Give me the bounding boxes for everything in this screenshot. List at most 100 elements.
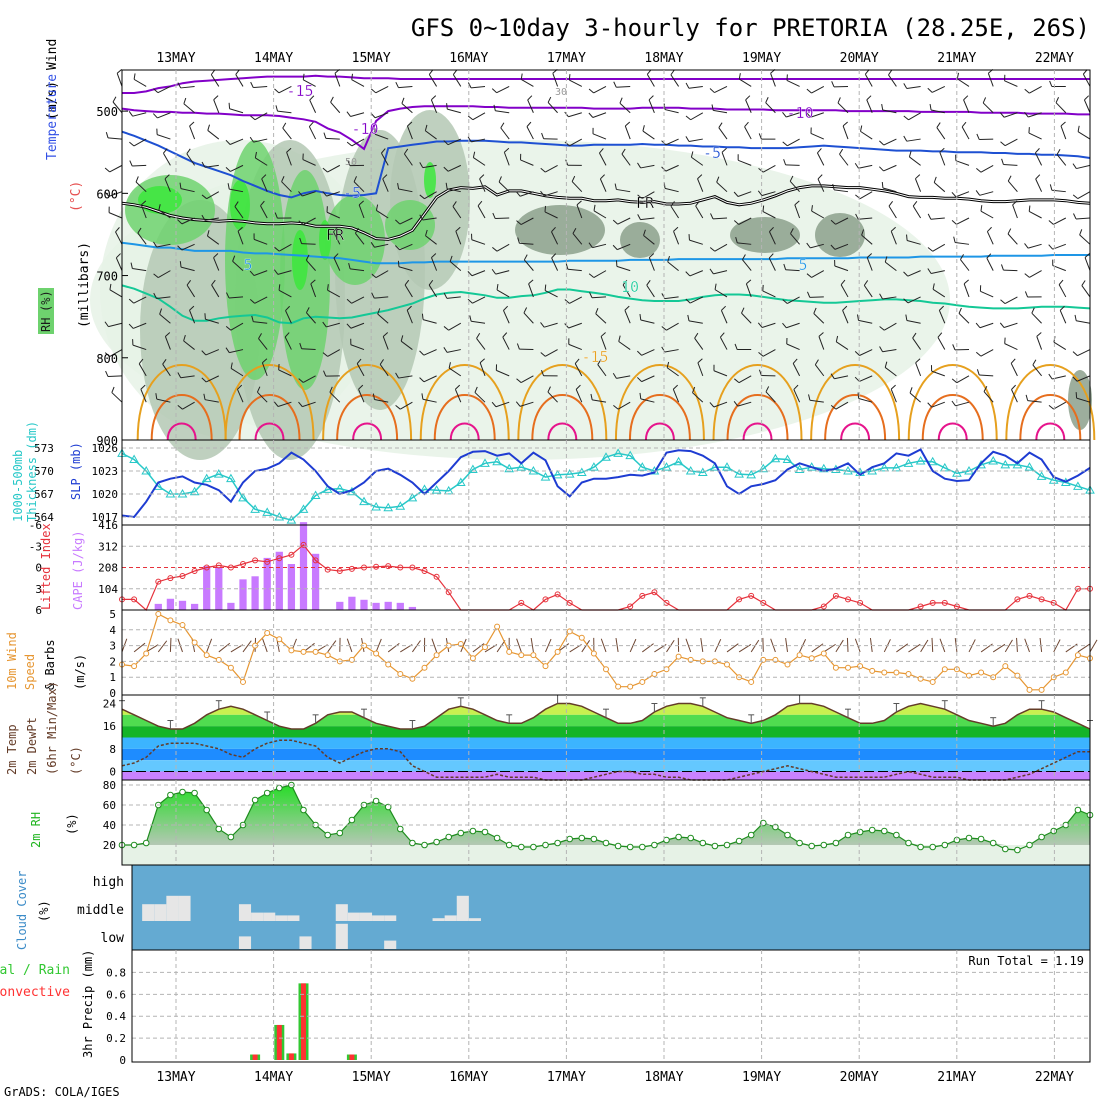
wind-barb-staff (140, 389, 147, 403)
wind-barb-staff (932, 243, 946, 252)
wind-barb-staff (1010, 363, 1018, 377)
wind-speed-point (1038, 686, 1045, 693)
wind-barb-staff (156, 296, 171, 299)
wind-barb-flag (588, 112, 594, 118)
cape-tick-label: 208 (98, 562, 118, 575)
wind-speed-point (469, 655, 476, 662)
thickness-point (770, 453, 781, 463)
temp-color-band (122, 760, 1090, 772)
wind-barb-flag (201, 377, 207, 383)
wind-barb-flag (455, 384, 461, 390)
wind-barb-staff (182, 401, 195, 410)
wind-barb-flag (1058, 279, 1064, 285)
wind-barb-staff (930, 217, 945, 220)
thickness-point (1073, 481, 1083, 490)
wind-barb-flag (793, 384, 799, 390)
wind-barb-staff (423, 349, 437, 356)
wind-barb-staff (1012, 204, 1018, 219)
cloud-cover-bar (166, 895, 179, 921)
wind-barb-flag (211, 279, 216, 286)
wind-barb-flag (1000, 141, 1006, 147)
wind-barb-staff (374, 243, 389, 248)
date-label-bottom: 16MAY (449, 1070, 488, 1085)
thickness-tick-label: 570 (34, 465, 54, 478)
wind-barb-flag (322, 167, 328, 173)
pressure-tick-label: 800 (96, 352, 118, 366)
wind-barb-flag (467, 271, 473, 277)
cape-tick-label: 312 (98, 540, 118, 553)
thickness-tick-label: 567 (34, 488, 54, 501)
wind-barb-flag (685, 298, 691, 304)
thickness-tick-label: 564 (34, 511, 54, 524)
rh-tick-label: 80 (103, 779, 116, 792)
wind-barb-flag (448, 362, 451, 369)
wind-barb-staff (818, 336, 825, 350)
wind-barb (375, 638, 382, 653)
wind-barb-flag (734, 378, 740, 384)
wind-barb-staff (303, 217, 316, 226)
wind-barb-staff (982, 102, 994, 114)
wind-barb-staff (520, 191, 534, 197)
lifted-index-point (748, 592, 755, 599)
wind-barb-staff (132, 112, 147, 117)
wind-barb-staff (765, 102, 776, 114)
wind-barb-flag (1025, 394, 1029, 401)
wind-barb-flag (540, 352, 546, 357)
wind-barb-staff (447, 108, 461, 114)
wind-barb-flag (177, 372, 182, 378)
rh-shade-region (319, 220, 331, 260)
cape-bar (311, 553, 320, 610)
wind-barb-staff (980, 290, 994, 298)
thickness-point (722, 462, 732, 471)
wind-barb-flag (428, 279, 434, 286)
wind-barb (230, 644, 244, 653)
wind-barb-staff (617, 217, 631, 225)
thickness-line (121, 452, 1091, 521)
wind-barb-flag (261, 174, 267, 180)
wind-barb (581, 640, 591, 653)
wind-barb-staff (642, 130, 655, 140)
wind-barb-flag (502, 332, 508, 338)
wind-barb-staff (254, 112, 268, 121)
wind-barb-flag (903, 135, 908, 142)
wind-barb-staff (640, 217, 655, 221)
wind-barb-staff (836, 341, 849, 350)
wind-barb-flag (140, 384, 146, 390)
wind-barb-staff (882, 187, 897, 193)
wind-barb-flag (624, 121, 631, 127)
wind-barb-flag (358, 200, 364, 206)
wind-barb-flag (544, 284, 547, 291)
wind-barb-staff (519, 401, 534, 407)
slp-ylabel-group3: SLP (mb) (69, 442, 83, 500)
date-label-bottom: 21MAY (937, 1070, 976, 1085)
date-label-top: 20MAY (840, 51, 879, 66)
temp-tick-label: 0 (109, 766, 116, 779)
wind-barb-staff (495, 217, 510, 220)
wind-barb-staff (503, 152, 510, 166)
wind-barb-staff (333, 257, 341, 271)
wind-barb (133, 642, 146, 653)
wind-barb-flag (397, 260, 400, 267)
wind-barb-flag (394, 245, 400, 251)
wind-barb-flag (258, 333, 262, 339)
wind-barb-flag (179, 261, 182, 268)
wind-barb-flag (159, 308, 163, 315)
rh-point (542, 841, 549, 849)
wind-barb-flag (866, 95, 872, 101)
wind-barb-flag (938, 305, 944, 311)
wind-barb-staff (358, 204, 365, 219)
wind-barb-flag (443, 326, 449, 331)
wind-barb-staff (768, 231, 776, 245)
wind-barb-flag (547, 96, 552, 103)
wind-barb-staff (377, 313, 389, 324)
wind-barb-staff (619, 102, 631, 114)
wind-barb-staff (1003, 322, 1018, 329)
wind-barb-staff (471, 138, 486, 143)
rh-point (699, 839, 707, 847)
wind-barb-flag (515, 191, 521, 197)
wind-barb-staff (770, 73, 776, 87)
wind-barb-staff (785, 269, 800, 272)
precip-ylabel-group: 3hr Precip (mm) (81, 950, 95, 1058)
wind-barb-flag (112, 96, 117, 103)
